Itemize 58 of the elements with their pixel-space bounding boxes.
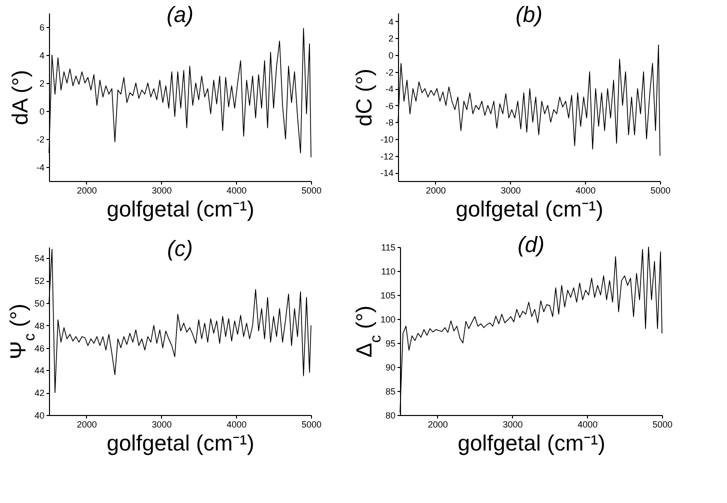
y-tick-label: -14 (380, 168, 394, 178)
chart-title: (c) (167, 236, 193, 261)
y-tick-label: 0 (39, 106, 44, 116)
x-tick-label: 3000 (152, 186, 172, 196)
x-axis-title: golfgetal (cm⁻¹) (456, 196, 604, 222)
x-tick-label: 3000 (502, 420, 523, 430)
x-axis-title: golfgetal (cm⁻¹) (106, 430, 254, 456)
y-tick-label: -4 (385, 84, 394, 94)
x-tick-label: 2000 (428, 420, 448, 430)
x-tick-label: 2000 (76, 420, 97, 430)
chart-title: (a) (166, 2, 194, 27)
chart-title: (d) (518, 232, 544, 257)
y-tick-label: 110 (381, 266, 396, 276)
y-tick-label: 80 (385, 410, 396, 420)
y-tick-label: -2 (36, 134, 44, 144)
y-axis-title: dA (°) (8, 70, 32, 126)
y-tick-label: 2 (388, 34, 394, 44)
y-tick-label: 4 (39, 50, 44, 60)
x-tick-label: 5000 (652, 420, 673, 430)
y-tick-label: 46 (34, 343, 44, 354)
y-tick-label: 44 (34, 366, 44, 376)
y-tick-label: 115 (381, 242, 396, 252)
y-tick-label: -4 (36, 162, 44, 172)
y-tick-label: -8 (385, 118, 394, 128)
y-tick-label: 52 (34, 276, 44, 286)
y-tick-label: 6 (39, 22, 44, 32)
y-tick-label: 95 (385, 338, 396, 348)
x-tick-label: 4000 (226, 420, 247, 430)
y-tick-label: -6 (385, 100, 394, 111)
x-tick-label: 5000 (301, 420, 322, 430)
x-tick-label: 4000 (576, 186, 596, 196)
y-axis-title: dC (°) (351, 68, 376, 126)
y-tick-label: -10 (380, 134, 394, 144)
x-tick-label: 4000 (226, 186, 247, 196)
y-tick-label: 100 (380, 314, 396, 324)
x-tick-label: 3000 (500, 186, 521, 196)
y-tick-label: 40 (34, 410, 44, 420)
x-tick-label: 3000 (152, 420, 172, 430)
x-tick-label: 2000 (426, 186, 446, 196)
y-tick-label: 54 (34, 254, 44, 264)
x-axis-title: golfgetal (cm⁻¹) (458, 430, 606, 456)
y-tick-label: -2 (385, 67, 394, 78)
y-tick-label: 50 (34, 298, 44, 308)
y-tick-label: 4 (388, 16, 394, 27)
y-tick-label: 85 (385, 386, 396, 396)
chart-title: (b) (516, 2, 542, 27)
x-axis-title: golfgetal (cm⁻¹) (106, 196, 254, 222)
y-tick-label: 42 (34, 388, 44, 398)
x-tick-label: 2000 (76, 186, 97, 196)
y-tick-label: 2 (39, 78, 44, 88)
y-tick-label: 90 (385, 362, 396, 372)
x-tick-label: 4000 (578, 420, 598, 430)
y-tick-label: -12 (380, 151, 394, 162)
x-tick-label: 5000 (650, 186, 671, 196)
y-tick-label: 105 (380, 290, 396, 300)
y-tick-label: 0 (388, 50, 394, 60)
x-tick-label: 5000 (301, 186, 322, 196)
y-tick-label: 48 (34, 320, 44, 331)
